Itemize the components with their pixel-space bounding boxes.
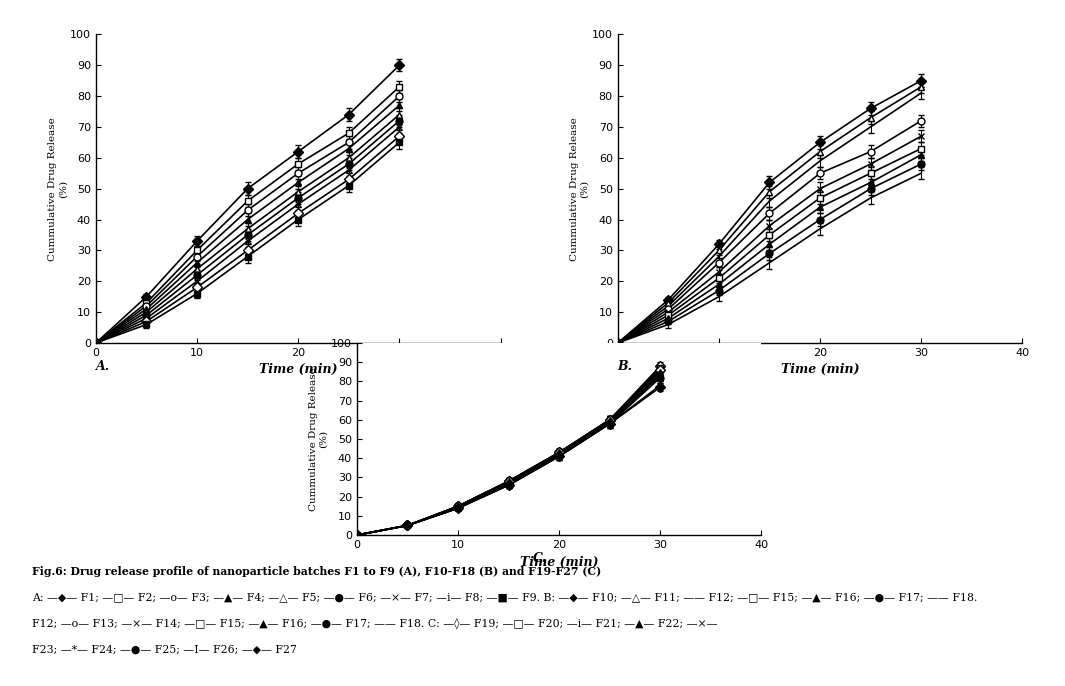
Text: F23; —*— F24; —●— F25; —I— F26; —◆— F27: F23; —*— F24; —●— F25; —I— F26; —◆— F27 [32,644,297,654]
Y-axis label: Cummulative Drug Release
(%): Cummulative Drug Release (%) [309,367,328,511]
Y-axis label: Cummulative Drug Release
(%): Cummulative Drug Release (%) [48,117,67,261]
X-axis label: Time (min): Time (min) [259,364,338,377]
Text: A: —◆— F1; —□— F2; —o— F3; —▲— F4; —△— F5; —●— F6; —×— F7; —i— F8; —■— F9. B: —◆: A: —◆— F1; —□— F2; —o— F3; —▲— F4; —△— F… [32,592,978,602]
Text: B.: B. [618,360,633,373]
Text: F12; —o— F13; —×— F14; —□— F15; —▲— F16; —●— F17; —— F18. C: —◊— F19; —□— F20; —: F12; —o— F13; —×— F14; —□— F15; —▲— F16;… [32,618,718,630]
Text: A.: A. [96,360,110,373]
Text: C.: C. [532,552,546,565]
Text: Fig.6: Drug release profile of nanoparticle batches F1 to F9 (A), F10-F18 (B) an: Fig.6: Drug release profile of nanoparti… [32,566,602,577]
X-axis label: Time (min): Time (min) [781,364,859,377]
X-axis label: Time (min): Time (min) [520,556,599,569]
Y-axis label: Cummulative Drug Release
(%): Cummulative Drug Release (%) [570,117,589,261]
